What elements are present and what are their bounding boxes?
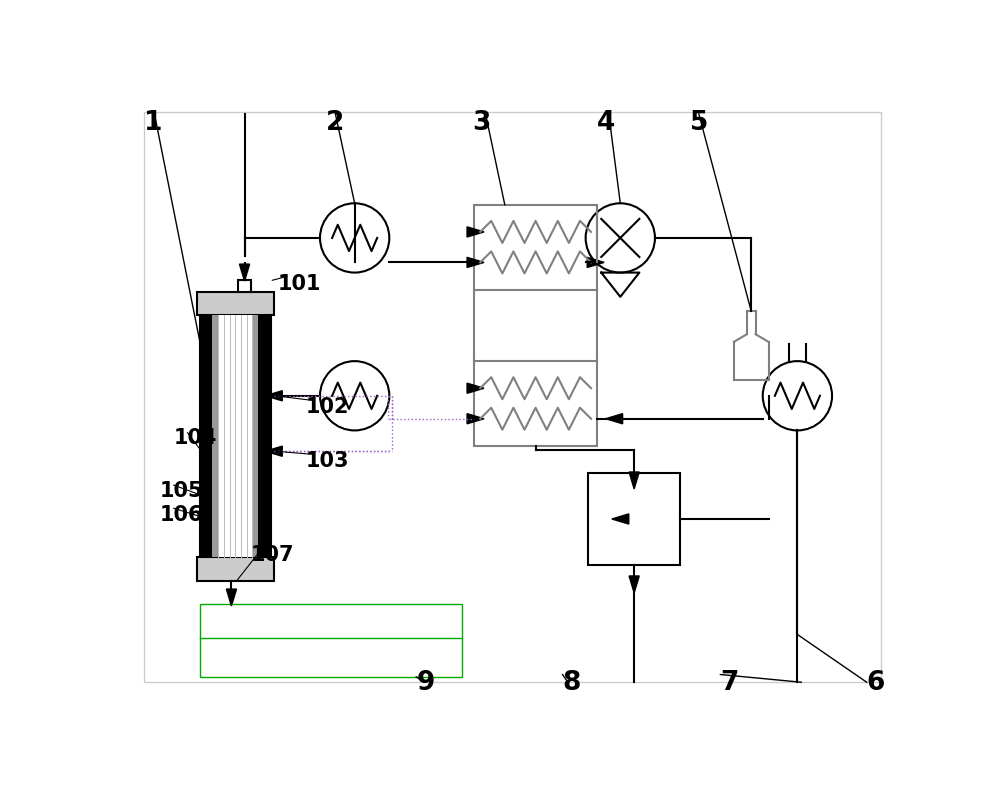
Text: 102: 102 <box>306 397 350 416</box>
Polygon shape <box>587 258 604 268</box>
Text: 9: 9 <box>416 669 435 695</box>
Text: 4: 4 <box>597 110 615 137</box>
Bar <box>197 558 274 581</box>
Text: 106: 106 <box>160 504 203 524</box>
Polygon shape <box>612 514 629 524</box>
Polygon shape <box>467 227 484 238</box>
Polygon shape <box>467 258 484 268</box>
Bar <box>474 361 597 446</box>
Text: 7: 7 <box>720 669 739 695</box>
Text: 3: 3 <box>472 110 491 137</box>
Polygon shape <box>239 265 250 282</box>
Bar <box>252 316 258 558</box>
Polygon shape <box>629 577 639 593</box>
Text: 2: 2 <box>326 110 345 137</box>
Text: 104: 104 <box>174 427 217 447</box>
Text: 5: 5 <box>690 110 708 137</box>
Bar <box>200 604 462 677</box>
Text: 101: 101 <box>278 273 321 293</box>
Text: 107: 107 <box>251 544 294 564</box>
Polygon shape <box>226 589 237 606</box>
Polygon shape <box>265 391 282 402</box>
Bar <box>218 316 252 558</box>
Polygon shape <box>467 414 484 424</box>
Text: 103: 103 <box>306 450 350 470</box>
Bar <box>258 316 271 558</box>
Text: 1: 1 <box>144 110 163 137</box>
Bar <box>474 206 597 290</box>
Bar <box>588 473 680 565</box>
Bar <box>238 280 251 292</box>
Polygon shape <box>265 446 282 457</box>
Polygon shape <box>467 384 484 393</box>
Polygon shape <box>629 472 639 489</box>
Bar <box>212 316 218 558</box>
Text: 6: 6 <box>867 669 885 695</box>
Text: 105: 105 <box>160 481 203 501</box>
Bar <box>200 316 212 558</box>
Polygon shape <box>606 414 623 424</box>
Text: 8: 8 <box>563 669 581 695</box>
Bar <box>197 292 274 316</box>
